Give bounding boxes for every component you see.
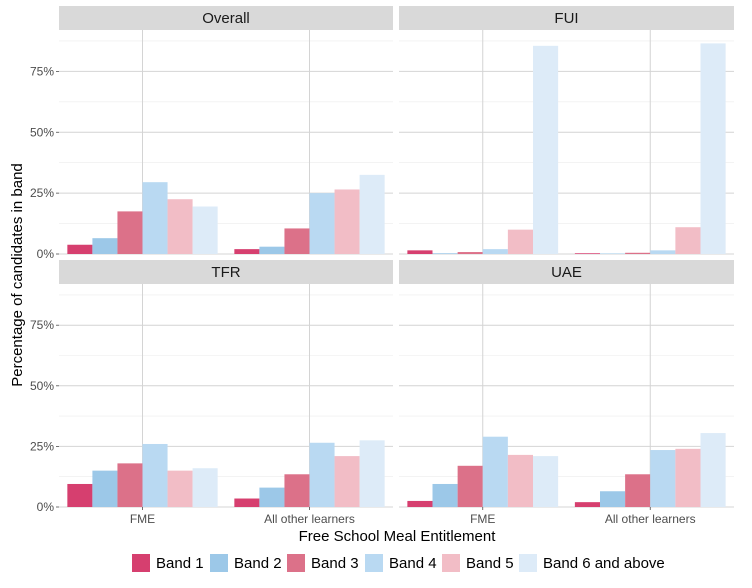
bar-overall-all-other-learners-band-5 [334,189,360,254]
bar-uae-fme-band-3 [457,465,483,507]
bar-fui-all-other-learners-band-3 [625,252,651,254]
y-tick-label: 0% [37,247,55,261]
y-tick-label: 25% [30,186,54,200]
x-axis-title: Free School Meal Entitlement [299,528,497,545]
bar-fui-fme-band-4 [482,249,508,254]
bar-fui-all-other-learners-band-4 [650,250,676,254]
bar-overall-fme-band-4 [142,182,168,254]
bar-tfr-all-other-learners-band-2 [259,487,285,507]
bar-fui-fme-band-2 [432,253,458,254]
legend-label: Band 2 [234,555,282,572]
bar-fui-all-other-learners-band-5 [675,227,701,254]
legend-item-band-5: Band 5 [442,554,514,572]
bar-overall-all-other-learners-band-1 [234,249,260,254]
legend-label: Band 5 [466,555,514,572]
bar-uae-fme-band-6-and-above [533,456,559,507]
bar-overall-fme-band-3 [117,211,143,254]
bar-uae-fme-band-2 [432,483,458,507]
panel-strip [59,260,393,284]
bar-tfr-fme-band-4 [142,443,168,507]
legend-key [210,554,228,572]
bar-tfr-fme-band-5 [167,470,193,507]
x-tick-label: All other learners [605,512,696,526]
x-tick-label: FME [130,512,155,526]
y-tick-label: 50% [30,125,54,139]
legend-key [365,554,383,572]
bar-uae-fme-band-5 [507,454,533,507]
bar-overall-all-other-learners-band-2 [259,246,285,254]
y-axis-title: Percentage of candidates in band [9,163,26,387]
bar-tfr-all-other-learners-band-5 [334,456,360,507]
legend-key [287,554,305,572]
bar-uae-fme-band-1 [407,500,433,507]
panel-tfr: TFR 0% 25% 50% 75% FME All other learners [30,260,393,526]
panel-overall: Overall 0% 25% 50% 75% [30,6,393,261]
bar-overall-all-other-learners-band-3 [284,228,310,254]
panel-strip [399,260,734,284]
bar-fui-all-other-learners-band-6-and-above [700,43,726,255]
bar-tfr-all-other-learners-band-4 [309,442,335,507]
legend-item-band-3: Band 3 [287,554,359,572]
bar-tfr-all-other-learners-band-3 [284,474,310,507]
bar-uae-fme-band-4 [482,436,508,507]
panel-uae: UAE FME All other learners [399,260,734,526]
legend-key [442,554,460,572]
bar-uae-all-other-learners-band-6-and-above [700,433,726,507]
y-tick-label: 75% [30,318,54,332]
bar-tfr-fme-band-3 [117,463,143,507]
bar-tfr-fme-band-6-and-above [192,468,218,507]
legend-item-band-6-and-above: Band 6 and above [519,554,665,572]
panel-title: UAE [551,264,582,281]
bar-fui-fme-band-1 [407,250,433,254]
bar-uae-all-other-learners-band-1 [574,502,600,507]
y-tick-label: 0% [37,500,55,514]
bar-overall-fme-band-2 [92,238,118,254]
facet-panels: Overall 0% 25% 50% 75% FUI TFR 0% 25% 50% 75% FME Al… [30,6,734,526]
bar-overall-fme-band-6-and-above [192,206,218,254]
panel-strip [59,6,393,30]
y-tick-label: 50% [30,379,54,393]
legend-label: Band 6 and above [543,555,665,572]
bar-fui-fme-band-3 [457,252,483,254]
legend-label: Band 4 [389,555,437,572]
bar-uae-all-other-learners-band-5 [675,448,701,507]
bar-tfr-all-other-learners-band-1 [234,498,260,507]
y-tick-label: 75% [30,64,54,78]
bar-overall-fme-band-5 [167,199,193,254]
y-tick-label: 25% [30,439,54,453]
bar-overall-fme-band-1 [67,244,93,254]
panel-fui: FUI [399,6,734,255]
legend-label: Band 1 [156,555,204,572]
bar-overall-all-other-learners-band-6-and-above [359,174,385,254]
legend-key [519,554,537,572]
legend-label: Band 3 [311,555,359,572]
legend-item-band-4: Band 4 [365,554,437,572]
legend-item-band-2: Band 2 [210,554,282,572]
panel-title: Overall [202,10,250,27]
plot-background [399,30,734,254]
bar-fui-all-other-learners-band-1 [574,253,600,254]
panel-title: FUI [554,10,578,27]
legend-key [132,554,150,572]
bar-uae-all-other-learners-band-3 [625,474,651,507]
bar-tfr-fme-band-2 [92,470,118,507]
panel-title: TFR [211,264,240,281]
bar-tfr-fme-band-1 [67,483,93,507]
bar-uae-all-other-learners-band-4 [650,450,676,507]
x-tick-label: All other learners [264,512,355,526]
legend-item-band-1: Band 1 [132,554,204,572]
legend: Band 1 Band 2 Band 3 Band 4 Band 5 Band 6 and… [132,554,665,572]
bar-uae-all-other-learners-band-2 [600,491,626,507]
x-tick-label: FME [470,512,495,526]
bar-overall-all-other-learners-band-4 [309,193,335,254]
bar-fui-fme-band-6-and-above [533,45,559,255]
panel-strip [399,6,734,30]
bar-tfr-all-other-learners-band-6-and-above [359,440,385,507]
bar-fui-fme-band-5 [507,229,533,254]
